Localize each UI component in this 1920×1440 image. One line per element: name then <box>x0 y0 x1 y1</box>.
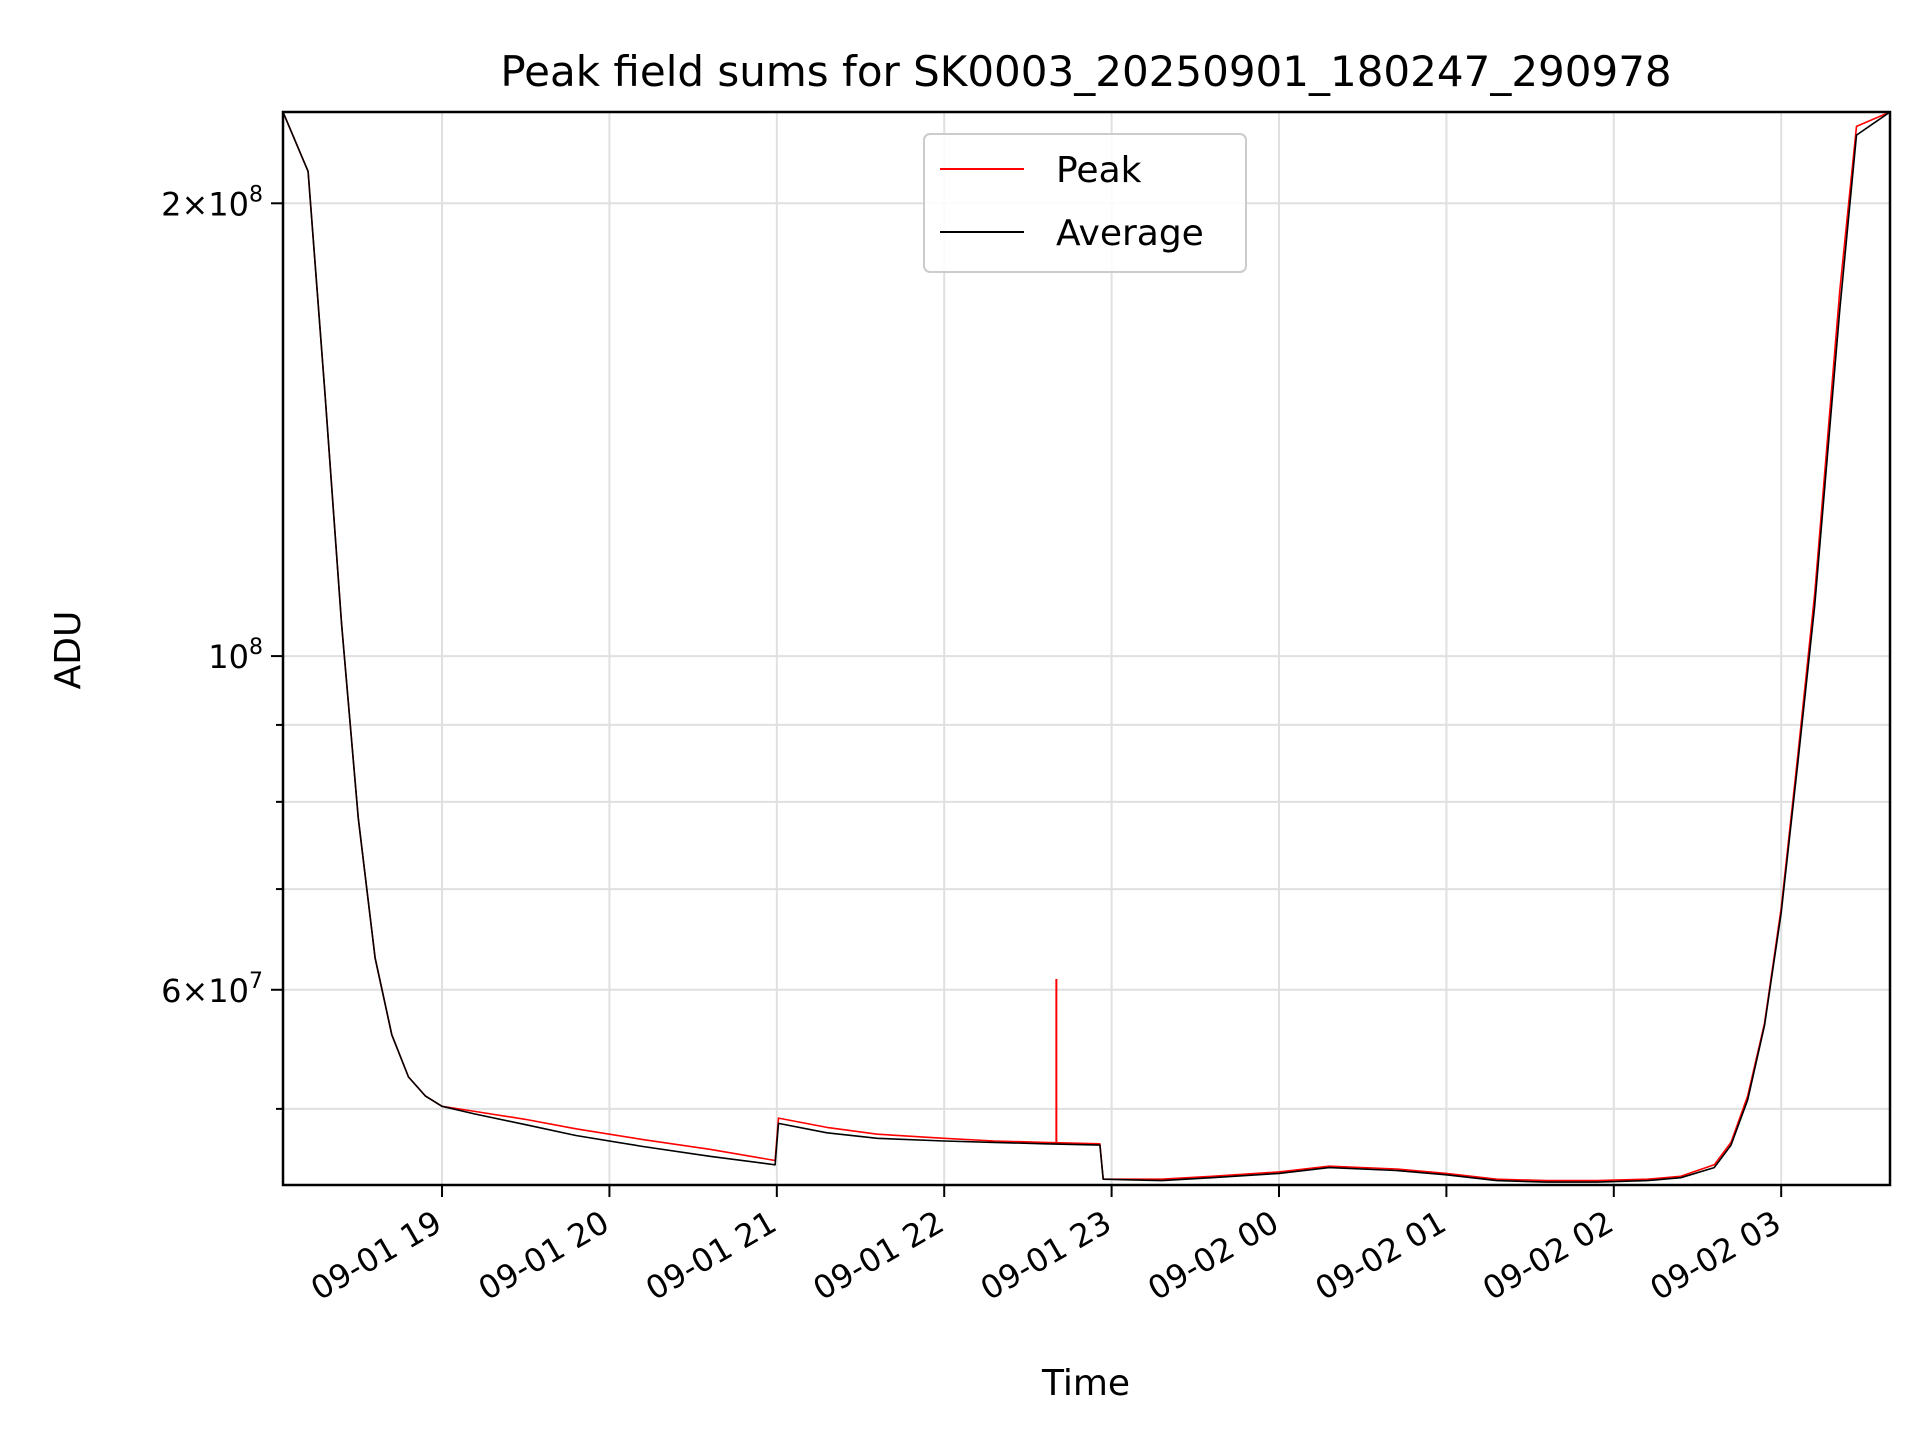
x-tick-label: 09-02 00 <box>1141 1203 1285 1308</box>
x-tick-label: 09-01 19 <box>304 1203 448 1308</box>
y-tick-exponent: 7 <box>249 969 263 994</box>
series-layer <box>283 112 1890 1183</box>
y-axis-label: ADU <box>48 611 89 690</box>
y-tick-exponent: 8 <box>249 635 263 660</box>
x-axis-label: Time <box>1041 1363 1130 1404</box>
x-tick-label: 09-02 03 <box>1644 1203 1788 1308</box>
grid <box>283 112 1890 1185</box>
plot-frame <box>281 110 1892 1187</box>
y-tick-label: 108 <box>208 635 263 676</box>
y-tick-exponent: 8 <box>249 182 263 207</box>
x-tick-label: 09-02 01 <box>1309 1203 1453 1308</box>
y-tick-mantissa: 2× <box>161 185 208 223</box>
x-tick-label: 09-01 23 <box>974 1203 1118 1308</box>
y-tick-mantissa: 6× <box>161 972 208 1010</box>
x-tick-label: 09-01 22 <box>807 1203 951 1308</box>
legend-label-average: Average <box>1056 213 1204 254</box>
x-tick-label: 09-01 20 <box>472 1203 616 1308</box>
x-tick-label: 09-01 21 <box>639 1203 783 1308</box>
series-line-average <box>283 112 1890 1183</box>
y-tick-label: 2×108 <box>161 182 263 223</box>
legend: Peak Average <box>923 133 1247 273</box>
y-tick-label: 6×107 <box>161 969 263 1010</box>
legend-label-peak: Peak <box>1056 150 1142 191</box>
x-axis: 09-01 19 09-01 20 09-01 21 09-01 22 09-01 23… <box>304 1185 1787 1308</box>
x-tick-label: 09-02 02 <box>1476 1203 1620 1308</box>
y-axis: 2×108 108 6×107 <box>161 182 283 1110</box>
chart-title: Peak field sums for SK0003_20250901_1802… <box>500 47 1671 96</box>
